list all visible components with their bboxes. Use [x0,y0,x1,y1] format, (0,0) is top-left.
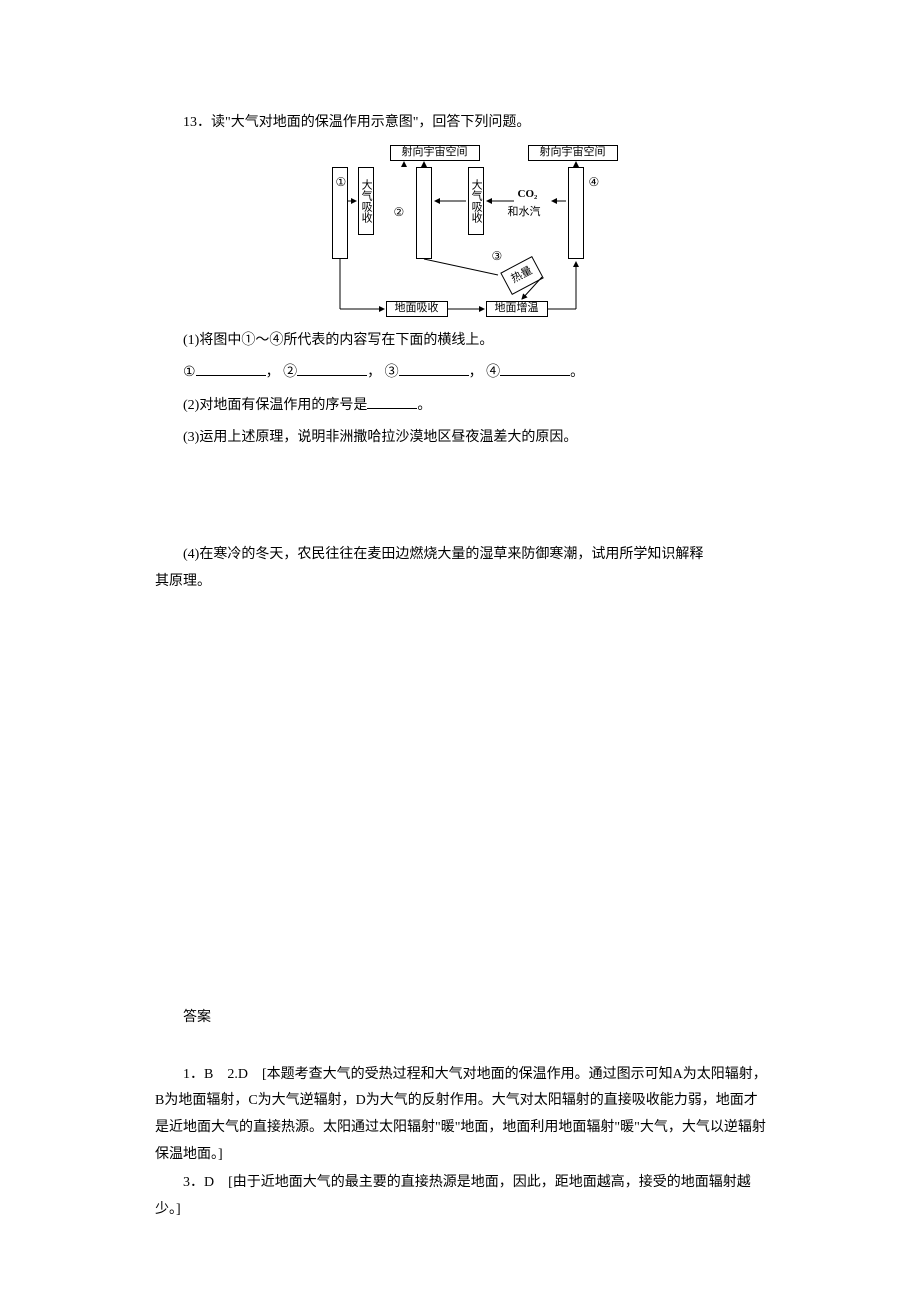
heat-box: 热量 [500,256,543,295]
q1-num2: ② [283,365,297,380]
blank-3 [399,362,469,376]
ground-warm: 地面增温 [486,301,548,317]
sub-q4-line1: (4)在寒冷的冬天，农民往往在麦田边燃烧大量的湿草来防御寒潮，试用所学知识解释 [155,542,770,569]
sub-q1-blanks: ①， ②， ③， ④。 [155,360,770,387]
box-4 [568,167,584,259]
box-2 [416,167,432,259]
co2-label: CO₂ [518,187,538,201]
answer-1: 1．B 2.D [本题考查大气的受热过程和大气对地面的保温作用。通过图示可知A为… [155,1062,770,1168]
question-intro: 13．读"大气对地面的保温作用示意图"，回答下列问题。 [155,110,770,137]
diagram-container: 射向宇宙空间 射向宇宙空间 ① 大气吸收 ② 大气吸收 CO₂ 和水汽 ④ 热量… [155,145,770,320]
space-label-right: 射向宇宙空间 [528,145,618,161]
space-label-left: 射向宇宙空间 [390,145,480,161]
water-label: 和水汽 [508,205,541,219]
blank-1 [196,362,266,376]
ground-absorb: 地面吸收 [386,301,448,317]
q2-text: (2)对地面有保温作用的序号是 [183,398,367,413]
num-2: ② [394,201,405,224]
absorb-1: 大气吸收 [358,167,374,235]
blank-5 [367,395,417,409]
num-1: ① [336,171,347,194]
blank-2 [297,362,367,376]
sub-q2: (2)对地面有保温作用的序号是。 [155,393,770,420]
absorb-2: 大气吸收 [468,167,484,235]
sub-q1: (1)将图中①～④所代表的内容写在下面的横线上。 [155,328,770,355]
blank-4 [500,362,570,376]
diagram: 射向宇宙空间 射向宇宙空间 ① 大气吸收 ② 大气吸收 CO₂ 和水汽 ④ 热量… [308,145,618,320]
answer-3: 3．D [由于近地面大气的最主要的直接热源是地面，因此，距地面越高，接受的地面辐… [155,1170,770,1223]
num-4: ④ [589,171,600,194]
q1-num3: ③ [385,365,399,380]
answer-title: 答案 [155,1005,770,1032]
q1-num1: ① [183,365,196,380]
num-3: ③ [492,245,503,268]
sub-q3: (3)运用上述原理，说明非洲撒哈拉沙漠地区昼夜温差大的原因。 [155,425,770,452]
sub-q4-line2: 其原理。 [155,569,770,596]
q1-num4: ④ [486,365,500,380]
